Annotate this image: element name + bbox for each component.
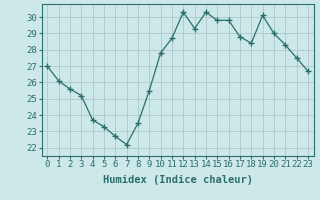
X-axis label: Humidex (Indice chaleur): Humidex (Indice chaleur)	[103, 175, 252, 185]
